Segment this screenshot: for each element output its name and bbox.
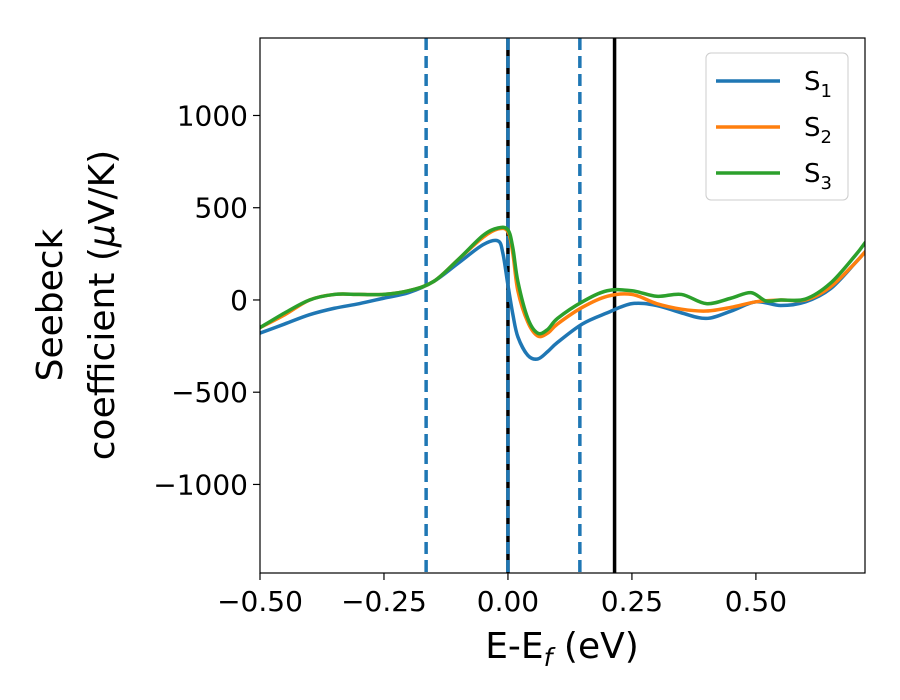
series-lines — [260, 225, 865, 361]
y-tick-label-1: −500 — [171, 376, 248, 409]
y-axis-title-line2: coefficient (μV/K) — [82, 150, 123, 460]
y-tick-label-2: 0 — [230, 284, 248, 317]
y-axis-title-mu: μ — [82, 224, 123, 248]
x-tick-label-0: −0.50 — [217, 585, 303, 618]
x-tick-label-3: 0.25 — [601, 585, 663, 618]
x-axis-title-unit: (eV) — [552, 626, 638, 667]
legend-label-s2: S2 — [804, 113, 832, 148]
y-tick-label-4: 1000 — [177, 99, 248, 132]
legend-label-s1: S1 — [804, 67, 832, 102]
series-line-s2 — [260, 226, 865, 339]
x-tick-label-2: 0.00 — [477, 585, 539, 618]
y-tick-label-3: 500 — [195, 192, 248, 225]
plot-frame — [259, 37, 866, 574]
legend-label-s3: S3 — [804, 159, 832, 194]
y-axis-title: Seebeck coefficient (μV/K) — [30, 150, 123, 460]
x-tick-label-4: 0.50 — [725, 585, 787, 618]
legend: S1 S2 S3 — [705, 52, 849, 201]
x-axis-title-main: E-E — [485, 626, 543, 667]
axis-ticks: −0.50 −0.25 0.00 0.25 0.50 −1000 −500 0 500 1000 — [153, 99, 787, 618]
y-axis-title-suffix: V/K) — [82, 150, 123, 224]
vertical-lines — [424, 38, 617, 573]
x-axis-title: E-Ef (eV) — [485, 626, 639, 672]
y-axis-title-line1: Seebeck — [30, 228, 71, 381]
x-tick-label-1: −0.25 — [341, 585, 427, 618]
y-tick-label-0: −1000 — [153, 468, 248, 501]
series-line-s3 — [260, 225, 865, 336]
y-axis-title-prefix: coefficient ( — [82, 247, 123, 460]
